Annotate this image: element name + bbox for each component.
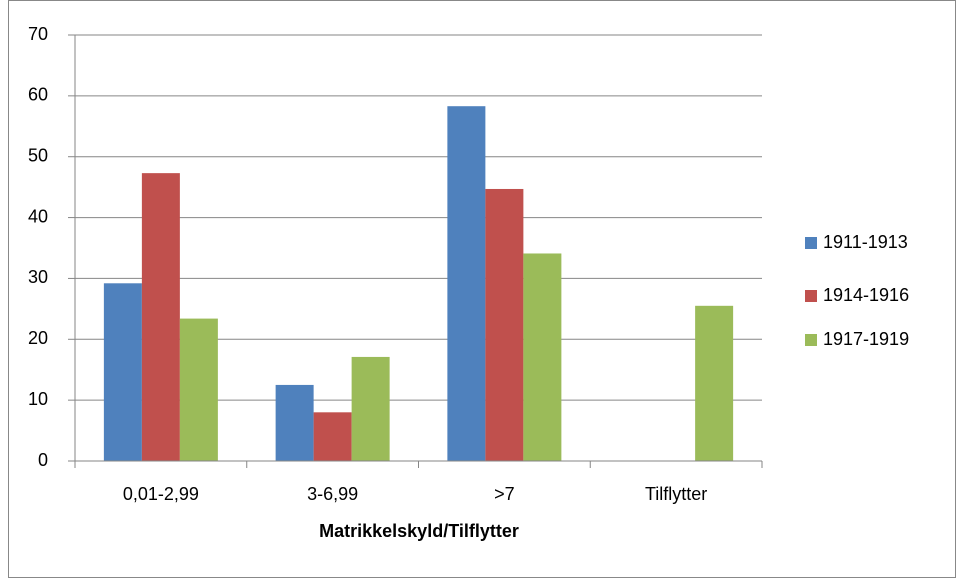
- bar: [523, 253, 562, 461]
- y-tick-label: 10: [28, 389, 48, 409]
- bar: [447, 106, 486, 462]
- x-tick-label: 0,01-2,99: [123, 484, 199, 504]
- bar: [351, 356, 390, 461]
- y-tick-label: 60: [28, 85, 48, 105]
- y-tick-label: 70: [28, 24, 48, 44]
- bar: [179, 318, 218, 461]
- legend-swatch: [805, 290, 817, 302]
- y-tick-label: 0: [38, 450, 48, 470]
- bar: [103, 283, 142, 461]
- legend-swatch: [805, 334, 817, 346]
- bar: [275, 384, 314, 461]
- bar: [485, 188, 524, 461]
- y-tick-label: 40: [28, 206, 48, 226]
- x-tick-label: Tilflytter: [645, 484, 707, 504]
- x-axis-title: Matrikkelskyld/Tilflytter: [319, 521, 519, 541]
- legend-swatch: [805, 237, 817, 249]
- legend-label: 1911-1913: [823, 232, 908, 252]
- bar: [141, 173, 180, 461]
- bar: [695, 305, 734, 461]
- legend-label: 1917-1919: [823, 329, 909, 349]
- y-tick-label: 50: [28, 145, 48, 165]
- bar: [313, 412, 352, 461]
- y-tick-label: 30: [28, 267, 48, 287]
- y-tick-label: 20: [28, 328, 48, 348]
- x-tick-label: 3-6,99: [307, 484, 358, 504]
- x-tick-label: >7: [494, 484, 515, 504]
- legend-label: 1914-1916: [823, 285, 909, 305]
